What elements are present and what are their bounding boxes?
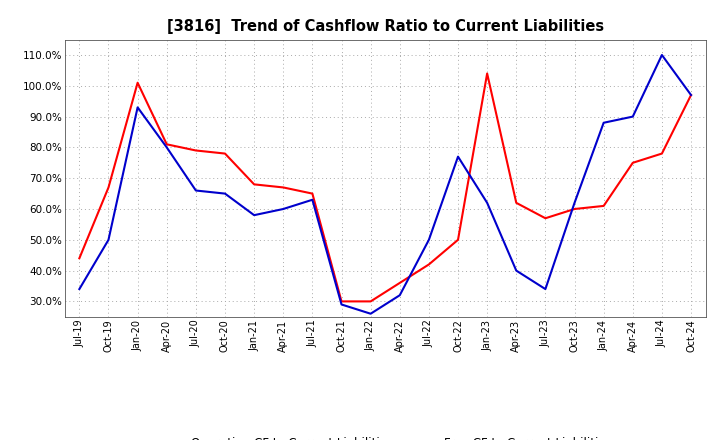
Operating CF to Current Liabilities <box>192 148 200 153</box>
Operating CF to Current Liabilities <box>163 142 171 147</box>
Free CF to Current Liabilities <box>657 52 666 58</box>
Line: Operating CF to Current Liabilities: Operating CF to Current Liabilities <box>79 73 691 301</box>
Operating CF to Current Liabilities <box>512 200 521 205</box>
Operating CF to Current Liabilities <box>308 191 317 196</box>
Free CF to Current Liabilities <box>75 286 84 292</box>
Free CF to Current Liabilities <box>337 302 346 307</box>
Title: [3816]  Trend of Cashflow Ratio to Current Liabilities: [3816] Trend of Cashflow Ratio to Curren… <box>166 19 604 34</box>
Free CF to Current Liabilities <box>220 191 229 196</box>
Operating CF to Current Liabilities <box>133 80 142 85</box>
Free CF to Current Liabilities <box>163 145 171 150</box>
Operating CF to Current Liabilities <box>220 151 229 156</box>
Free CF to Current Liabilities <box>250 213 258 218</box>
Operating CF to Current Liabilities <box>337 299 346 304</box>
Line: Free CF to Current Liabilities: Free CF to Current Liabilities <box>79 55 691 314</box>
Operating CF to Current Liabilities <box>454 237 462 242</box>
Operating CF to Current Liabilities <box>279 185 287 190</box>
Free CF to Current Liabilities <box>133 105 142 110</box>
Operating CF to Current Liabilities <box>250 182 258 187</box>
Operating CF to Current Liabilities <box>687 92 696 98</box>
Operating CF to Current Liabilities <box>541 216 550 221</box>
Free CF to Current Liabilities <box>483 200 492 205</box>
Operating CF to Current Liabilities <box>483 71 492 76</box>
Operating CF to Current Liabilities <box>104 185 113 190</box>
Operating CF to Current Liabilities <box>657 151 666 156</box>
Free CF to Current Liabilities <box>308 197 317 202</box>
Free CF to Current Liabilities <box>570 200 579 205</box>
Legend: Operating CF to Current Liabilities, Free CF to Current Liabilities: Operating CF to Current Liabilities, Fre… <box>153 433 617 440</box>
Free CF to Current Liabilities <box>192 188 200 193</box>
Operating CF to Current Liabilities <box>629 160 637 165</box>
Free CF to Current Liabilities <box>629 114 637 119</box>
Operating CF to Current Liabilities <box>75 256 84 261</box>
Free CF to Current Liabilities <box>395 293 404 298</box>
Free CF to Current Liabilities <box>599 120 608 125</box>
Operating CF to Current Liabilities <box>425 262 433 267</box>
Operating CF to Current Liabilities <box>366 299 375 304</box>
Operating CF to Current Liabilities <box>395 280 404 286</box>
Free CF to Current Liabilities <box>512 268 521 273</box>
Free CF to Current Liabilities <box>687 92 696 98</box>
Free CF to Current Liabilities <box>454 154 462 159</box>
Free CF to Current Liabilities <box>366 311 375 316</box>
Operating CF to Current Liabilities <box>570 206 579 212</box>
Free CF to Current Liabilities <box>425 237 433 242</box>
Free CF to Current Liabilities <box>279 206 287 212</box>
Free CF to Current Liabilities <box>541 286 550 292</box>
Free CF to Current Liabilities <box>104 237 113 242</box>
Operating CF to Current Liabilities <box>599 203 608 209</box>
